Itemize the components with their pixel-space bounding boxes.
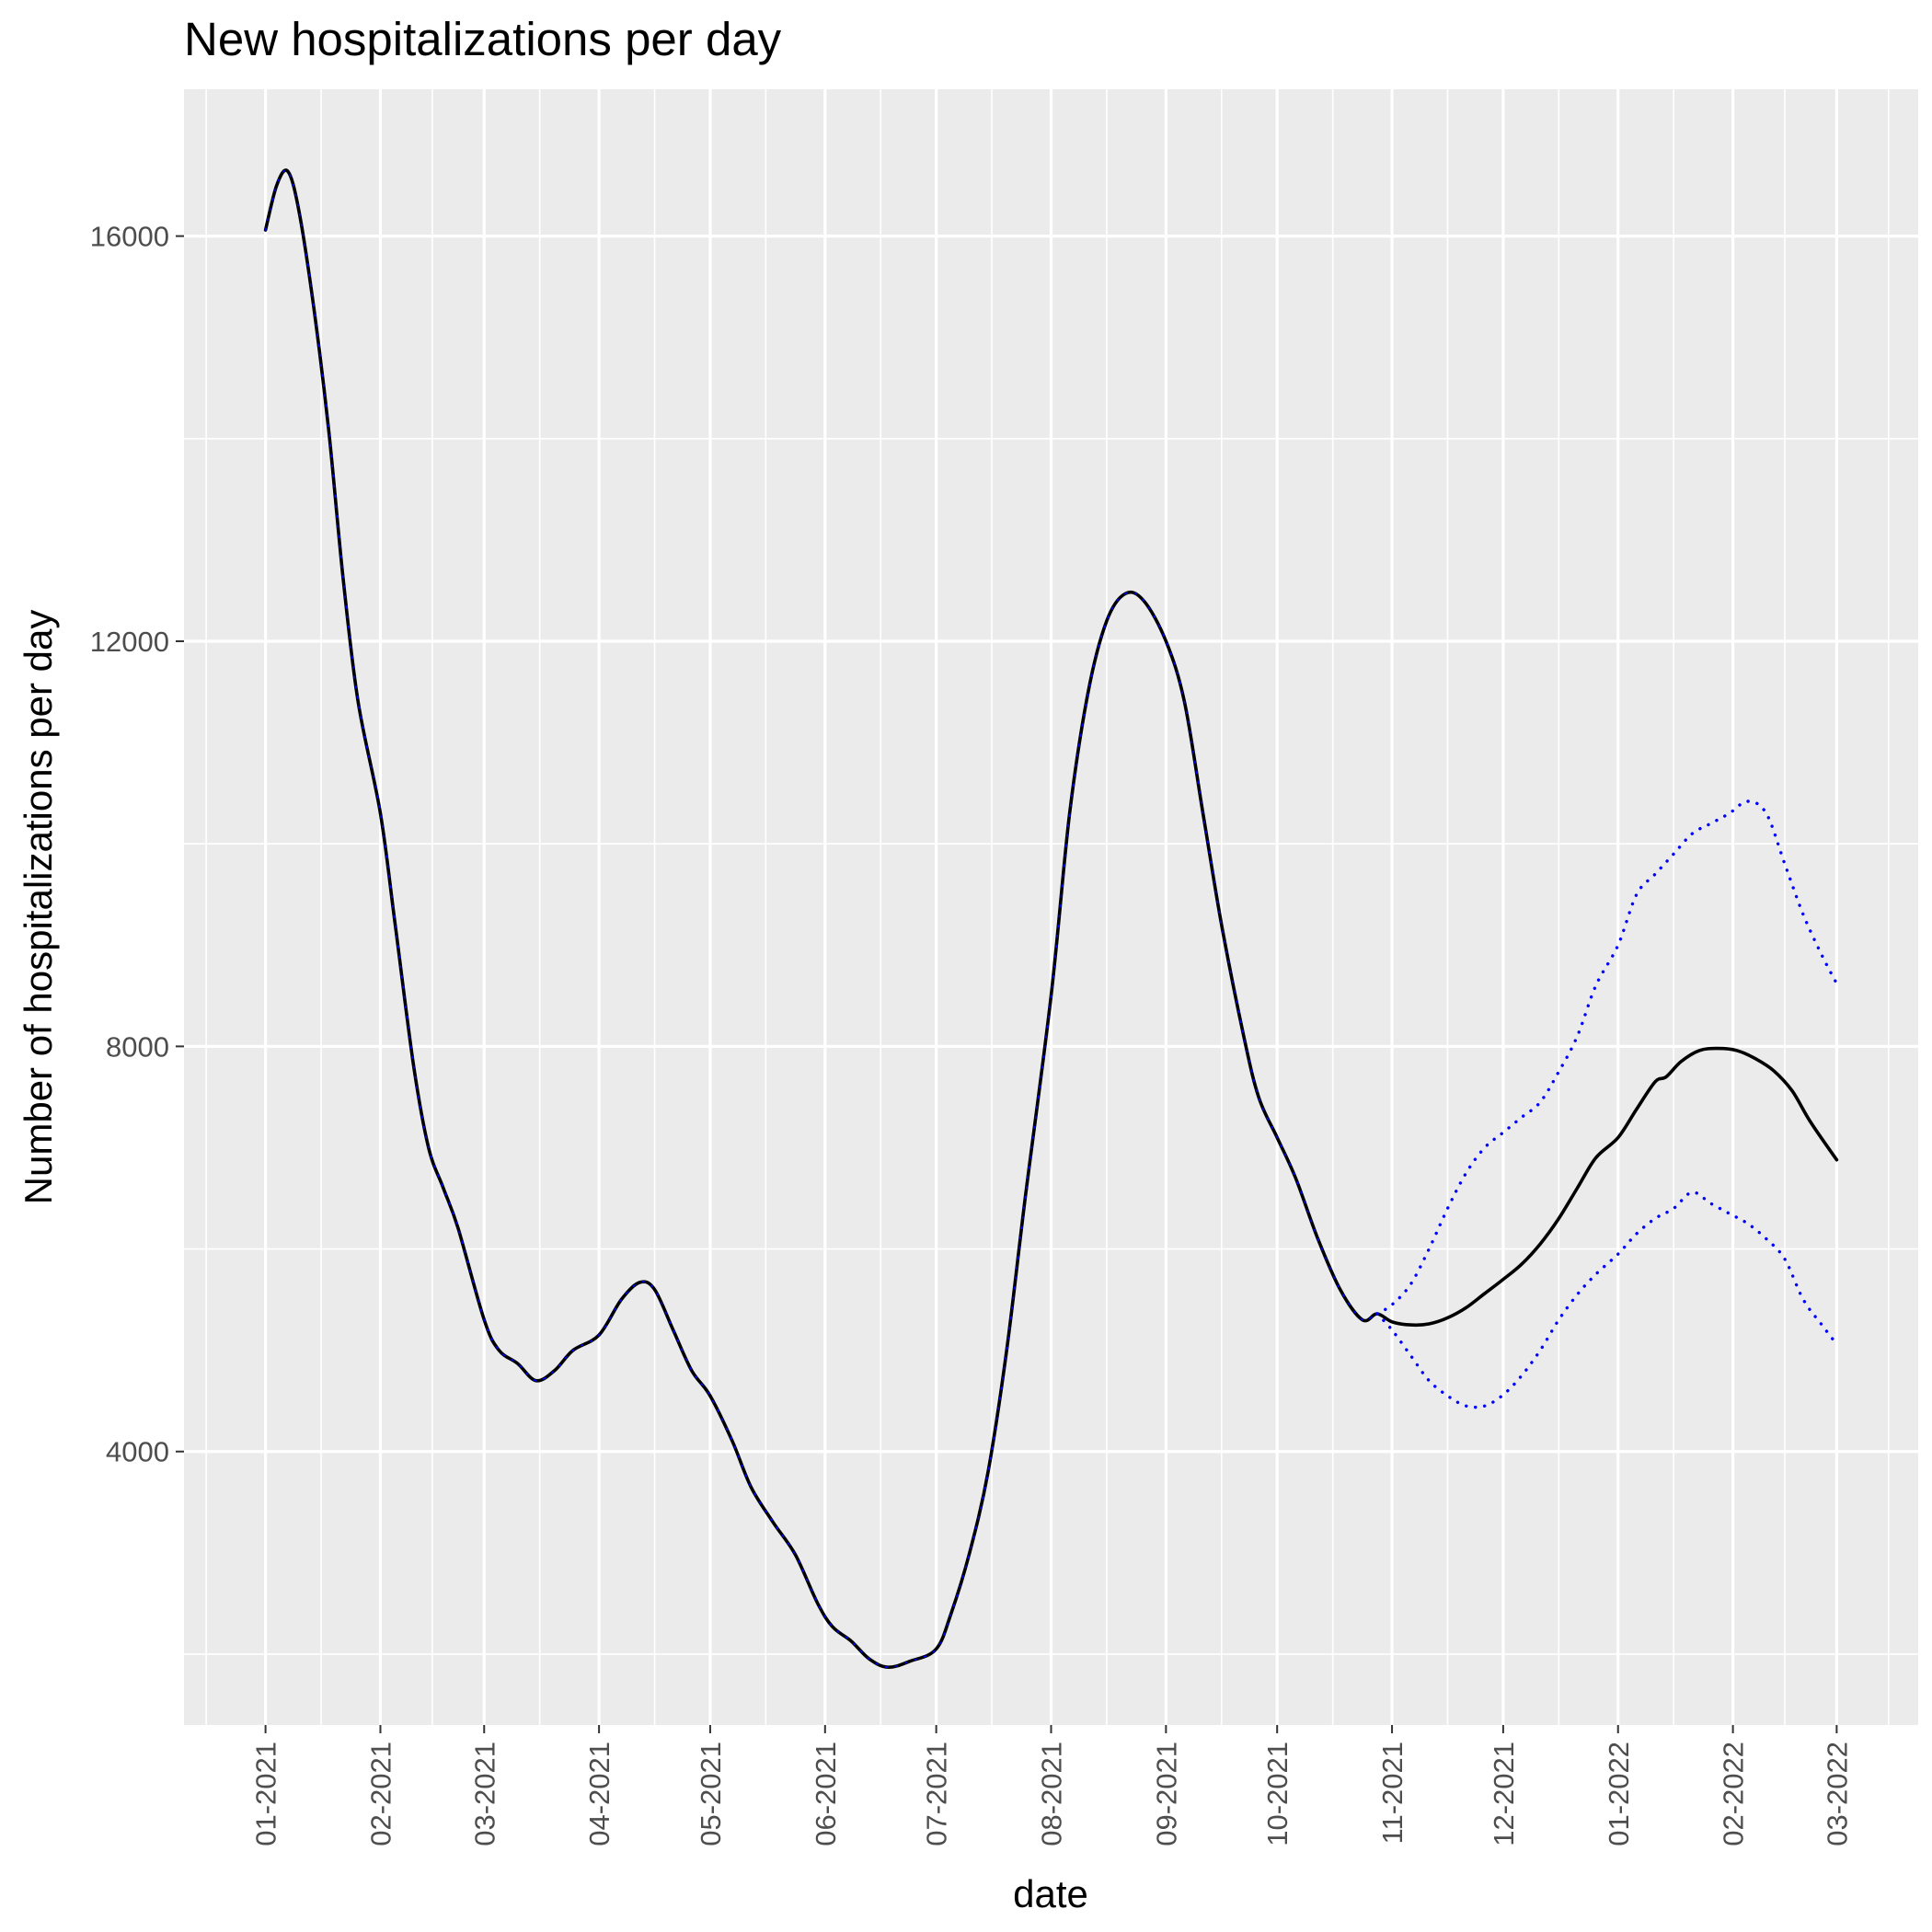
- y-axis-title: Number of hospitalizations per day: [17, 610, 60, 1205]
- x-tick-label: 06-2021: [810, 1742, 842, 1846]
- x-axis-title: date: [1013, 1872, 1088, 1915]
- x-tick-label: 04-2021: [583, 1742, 615, 1846]
- x-tick-label: 09-2021: [1150, 1742, 1182, 1846]
- x-tick-label: 11-2021: [1376, 1742, 1409, 1844]
- x-tick-label: 01-2021: [250, 1742, 282, 1846]
- x-tick-label: 12-2021: [1488, 1742, 1520, 1846]
- fitted-overlay-line: [264, 169, 1378, 1669]
- y-tick-label: 12000: [90, 626, 169, 658]
- x-tick-label: 02-2021: [365, 1742, 397, 1846]
- x-tick-label: 07-2021: [921, 1742, 953, 1846]
- x-tick-label: 10-2021: [1261, 1742, 1294, 1846]
- x-tick-label: 03-2021: [468, 1742, 500, 1846]
- x-tick-label: 02-2022: [1718, 1742, 1750, 1846]
- y-tick-label: 16000: [90, 221, 169, 253]
- y-tick-label: 8000: [106, 1030, 169, 1063]
- series-line-upper: [1375, 799, 1839, 1316]
- series-layer: [263, 168, 1839, 1670]
- y-axis: 4000 8000 12000 16000: [90, 221, 184, 1468]
- x-tick-label: 01-2022: [1603, 1742, 1635, 1846]
- x-axis: 01-2021 02-2021 03-2021 04-2021 05-2021 06-20…: [250, 1725, 1853, 1846]
- major-gridlines: [184, 89, 1918, 1725]
- x-tick-label: 08-2021: [1036, 1742, 1068, 1846]
- x-tick-label: 03-2022: [1821, 1742, 1853, 1846]
- x-tick-label: 05-2021: [695, 1742, 727, 1846]
- y-tick-label: 4000: [106, 1436, 169, 1468]
- chart-title: New hospitalizations per day: [184, 13, 782, 65]
- series-line-lower: [1375, 1190, 1839, 1409]
